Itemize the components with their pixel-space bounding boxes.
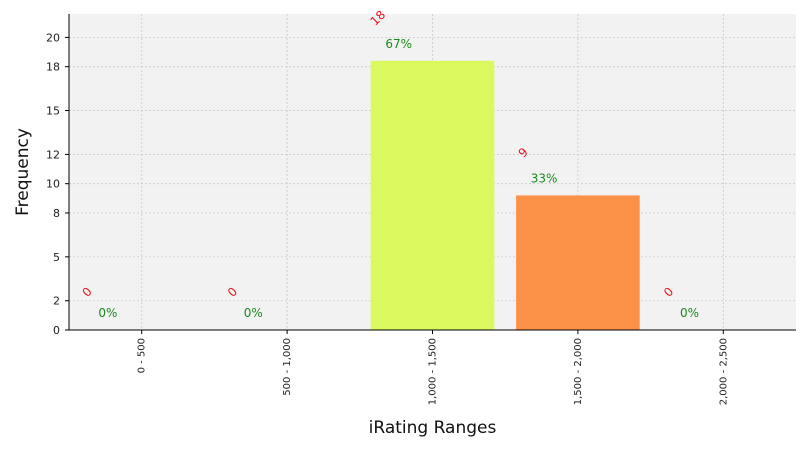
x-tick-label: 500 - 1,000 [282, 338, 293, 396]
y-tick-label: 12 [46, 148, 60, 161]
percent-label: 0% [244, 306, 263, 320]
y-tick-label: 0 [53, 324, 60, 337]
percent-label: 0% [680, 306, 699, 320]
x-tick-label: 2,000 - 2,500 [718, 338, 729, 405]
x-tick-label: 1,000 - 1,500 [428, 338, 439, 405]
x-tick-label: 1,500 - 2,000 [573, 338, 584, 405]
bars [370, 60, 640, 330]
bar [516, 195, 640, 330]
percent-label: 0% [98, 306, 117, 320]
y-tick-label: 2 [53, 295, 60, 308]
y-tick-label: 8 [53, 207, 60, 220]
y-tick-label: 10 [46, 178, 60, 191]
y-tick-label: 20 [46, 31, 60, 44]
y-axis-label: Frequency [13, 128, 33, 216]
percent-label: 33% [531, 171, 558, 185]
y-tick-label: 18 [46, 61, 60, 74]
y-tick-label: 5 [53, 251, 60, 264]
percent-label: 67% [385, 37, 412, 51]
y-ticks: 0 2 5 8 10 12 15 18 20 [46, 31, 69, 337]
y-tick-label: 15 [46, 105, 60, 118]
bar [370, 60, 495, 330]
x-tick-label: 0 - 500 [137, 338, 148, 373]
x-axis-label: iRating Ranges [369, 418, 497, 438]
x-ticks: 0 - 500 500 - 1,000 1,000 - 1,500 1,500 - 2… [137, 330, 729, 405]
